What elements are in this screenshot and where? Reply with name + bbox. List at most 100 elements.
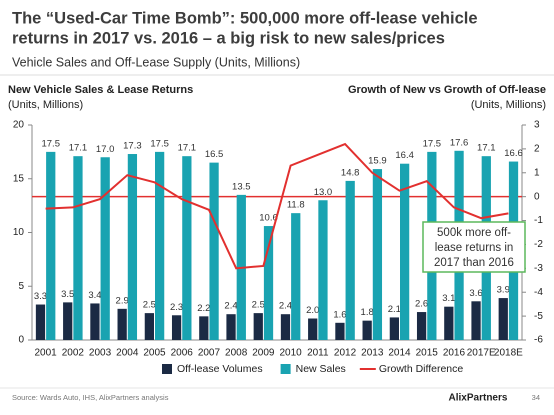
data-label: 1.8 <box>361 307 374 318</box>
bar <box>444 306 454 340</box>
data-label: 3.9 <box>497 285 510 296</box>
y2-axis-title: Growth of New vs Growth of Off-lease <box>348 84 546 96</box>
bar <box>308 318 318 340</box>
data-label: 1.6 <box>333 309 346 320</box>
annotation-box <box>422 221 526 273</box>
legend-label: Off-lease Volumes <box>177 363 263 375</box>
data-label: 3.1 <box>442 293 455 304</box>
y2-tick-label: -6 <box>534 335 543 346</box>
data-label: 2.4 <box>279 301 292 312</box>
bar <box>144 313 154 340</box>
annotation: lease returns in <box>435 242 514 254</box>
bar <box>46 151 56 340</box>
y-axis-unit: (Units, Millions) <box>8 99 83 111</box>
x-tick-label: 2010 <box>279 348 302 359</box>
x-tick-label: 2005 <box>143 348 166 359</box>
bar <box>362 320 372 340</box>
data-label: 17.0 <box>96 144 115 155</box>
bar <box>73 156 83 340</box>
y-tick-label: 10 <box>13 227 25 238</box>
x-tick-label: 2014 <box>388 348 411 359</box>
data-label: 17.5 <box>41 138 60 149</box>
y2-tick-label: 1 <box>534 167 540 178</box>
bar <box>171 315 182 340</box>
bar <box>416 312 427 340</box>
x-tick-label: 2001 <box>34 348 57 359</box>
bar <box>345 180 355 340</box>
bar <box>63 302 73 340</box>
data-label: 16.4 <box>395 150 414 161</box>
x-tick-label: 2011 <box>307 348 329 359</box>
bar <box>263 226 274 340</box>
legend-item: Growth Difference <box>359 363 464 375</box>
data-label: 17.1 <box>178 143 197 154</box>
data-label: 17.3 <box>123 141 142 152</box>
data-label: 2.4 <box>224 301 237 312</box>
data-label: 10.6 <box>259 213 278 224</box>
y2-tick-label: 0 <box>534 191 540 202</box>
data-label: 2.5 <box>143 300 156 311</box>
y2-tick-label: -3 <box>534 263 543 274</box>
data-label: 2.3 <box>170 302 183 313</box>
bar <box>372 169 383 340</box>
bar <box>226 314 236 340</box>
data-label: 13.0 <box>314 187 333 198</box>
bar <box>389 317 399 340</box>
bar <box>280 314 291 340</box>
y2-axis-unit: (Units, Millions) <box>471 99 546 111</box>
x-tick-label: 2015 <box>416 348 439 359</box>
data-label: 17.1 <box>69 143 88 154</box>
x-tick-label: 2018E <box>494 348 523 359</box>
y-tick-label: 5 <box>18 281 24 292</box>
legend-item: New Sales <box>280 363 346 375</box>
data-label: 16.5 <box>205 149 224 160</box>
data-label: 13.5 <box>232 181 251 192</box>
y2-tick-label: 3 <box>534 120 540 131</box>
bar <box>335 322 345 340</box>
y2-tick-label: 2 <box>534 144 540 155</box>
data-label: 2.5 <box>252 300 265 311</box>
bar <box>155 151 165 340</box>
data-label: 2.2 <box>197 303 210 314</box>
bar <box>209 162 219 340</box>
x-tick-label: 2016 <box>443 348 466 359</box>
y2-tick-label: -5 <box>534 311 543 322</box>
data-label: 2.1 <box>388 304 401 315</box>
bar <box>100 157 110 340</box>
data-label: 14.8 <box>341 167 360 178</box>
x-tick-label: 2012 <box>334 348 357 359</box>
data-label: 3.4 <box>88 290 101 301</box>
x-tick-label: 2004 <box>116 348 139 359</box>
data-label: 3.5 <box>61 289 74 300</box>
bar <box>471 301 481 340</box>
x-tick-label: 2007 <box>198 348 221 359</box>
bar <box>127 154 138 340</box>
y-axis-title: New Vehicle Sales & Lease Returns <box>8 84 193 96</box>
source: Source: Wards Auto, IHS, AlixPartners an… <box>12 393 169 402</box>
y-tick-label: 0 <box>18 335 24 346</box>
data-label: 3.6 <box>469 288 482 299</box>
chart-subtitle: Vehicle Sales and Off-Lease Supply (Unit… <box>12 55 300 69</box>
chart-title: The “Used-Car Time Bomb”: 500,000 more o… <box>12 9 478 27</box>
data-label: 2.9 <box>116 295 129 306</box>
annotation: 2017 than 2016 <box>434 257 514 269</box>
data-label: 16.6 <box>504 148 523 159</box>
line <box>45 142 509 270</box>
bar <box>117 308 127 340</box>
y2-tick-label: -4 <box>534 287 543 298</box>
bar <box>400 163 410 340</box>
data-label: 17.5 <box>423 138 442 149</box>
bar <box>253 313 263 340</box>
x-tick-label: 2013 <box>361 348 384 359</box>
data-label: 2.0 <box>306 305 319 316</box>
bar <box>35 304 46 340</box>
x-tick-label: 2008 <box>225 348 248 359</box>
legend-label: Growth Difference <box>379 363 464 375</box>
bar <box>318 200 328 340</box>
data-label: 11.8 <box>287 200 305 211</box>
bar <box>199 316 209 340</box>
data-label: 17.1 <box>477 143 496 154</box>
data-label: 3.3 <box>34 291 47 302</box>
logo: AlixPartners <box>449 393 508 404</box>
